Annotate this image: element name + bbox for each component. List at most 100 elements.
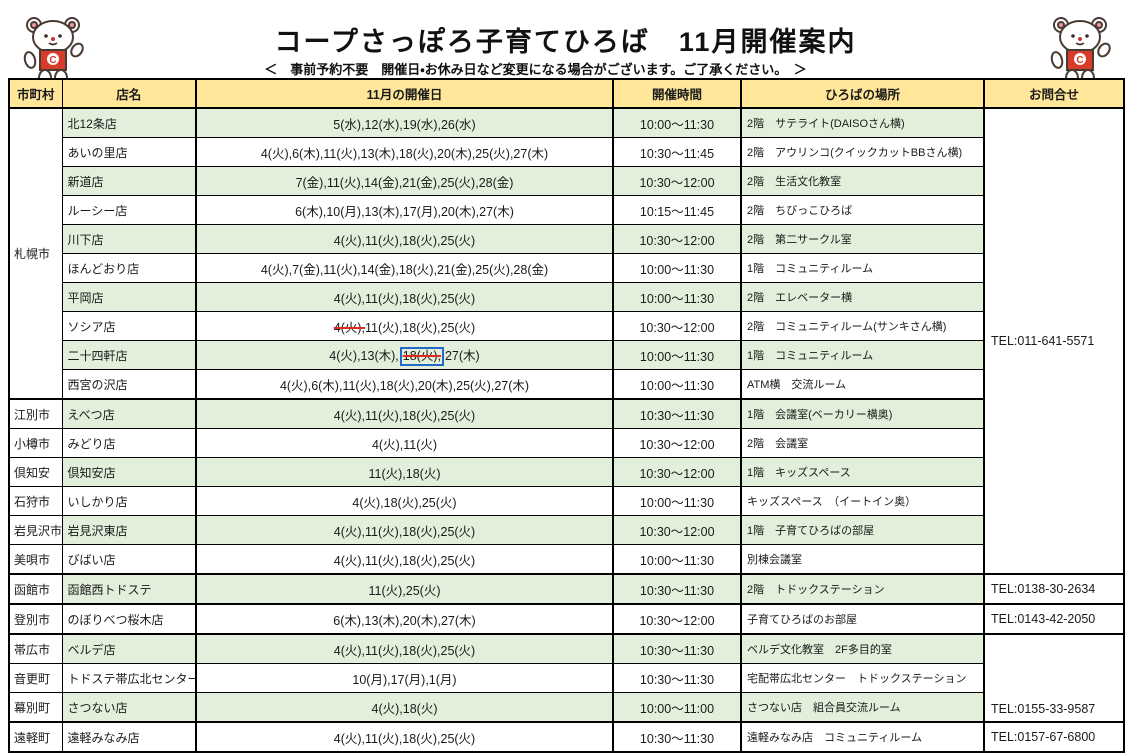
table-row: ソシア店 4(火),11(火),18(火),25(火) 10:30～12:00 2階 … <box>9 311 1124 341</box>
time-cell: 10:00～11:30 <box>612 253 742 283</box>
store-cell: ソシア店 <box>61 311 197 341</box>
place-cell: 2階 トドックステーション <box>740 573 985 605</box>
contact-cell: TEL:011-641-5571 <box>983 107 1125 575</box>
place-cell: 2階 会議室 <box>740 428 985 458</box>
city-cell: 函館市 <box>8 573 63 605</box>
store-cell: 二十四軒店 <box>61 340 197 370</box>
place-cell: 1階 コミュニティルーム <box>740 340 985 370</box>
time-cell: 10:30～11:30 <box>612 721 742 753</box>
time-cell: 10:30～12:00 <box>612 428 742 458</box>
city-cell: 石狩市 <box>8 486 63 516</box>
store-cell: えべつ店 <box>61 398 197 429</box>
place-cell: 2階 生活文化教室 <box>740 166 985 196</box>
dates-cell: 4(火),11(火),18(火),25(火) <box>195 398 614 429</box>
place-cell: 子育てひろばのお部屋 <box>740 603 985 635</box>
dates-cell: 4(火),18(火) <box>195 692 614 723</box>
table-header-row: 市町村 店名 11月の開催日 開催時間 ひろばの場所 お問合せ <box>8 78 1125 109</box>
place-cell: 1階 コミュニティルーム <box>740 253 985 283</box>
store-cell: のぼりべつ桜木店 <box>61 603 197 635</box>
date-text: 4(火),11(火),18(火),25(火) <box>333 524 476 539</box>
store-cell: ルーシー店 <box>61 195 197 225</box>
header-time: 開催時間 <box>612 78 742 109</box>
table-row: ほんどおり店 4(火),7(金),11(火),14(金),18(火),21(金),… <box>9 253 1124 283</box>
dates-cell: 4(火),11(火),18(火),25(火) <box>195 544 614 575</box>
time-cell: 10:30～12:00 <box>612 603 742 635</box>
store-cell: ベルデ店 <box>61 633 197 664</box>
table-row: 岩見沢市 岩見沢東店 4(火),11(火),18(火),25(火) 10:30～12:… <box>8 515 1124 545</box>
table-row: 遠軽町 遠軽みなみ店 4(火),11(火),18(火),25(火) 10:30～11:… <box>8 721 1125 753</box>
contact-cell: TEL:0157-67-6800 <box>983 721 1125 753</box>
schedule-table-body: 札幌市 北12条店 5(水),12(水),19(水),26(水) 10:00～11:3… <box>8 107 1125 753</box>
time-cell: 10:30～12:00 <box>612 515 742 545</box>
header-city: 市町村 <box>8 78 63 109</box>
time-cell: 10:30～12:00 <box>612 166 742 196</box>
contact-cell: TEL:0155-33-9587 <box>983 633 1125 723</box>
time-cell: 10:30～11:30 <box>612 663 742 693</box>
dates-cell: 4(火),11(火),18(火),25(火) <box>195 282 614 312</box>
date-text: 4(火),18(火),25(火) <box>352 495 457 510</box>
place-cell: 1階 キッズスペース <box>740 457 985 487</box>
contact-cell: TEL:0138-30-2634 <box>983 573 1125 605</box>
document-page: { "title": "コープさっぽろ子育てひろば 11月開催案内", "sub… <box>8 17 1125 753</box>
store-cell: 平岡店 <box>61 282 197 312</box>
time-cell: 10:15～11:45 <box>612 195 742 225</box>
city-cell: 江別市 <box>8 398 63 429</box>
date-text: 6(木),13(木),20(木),27(木) <box>333 613 476 628</box>
date-text: 4(火),11(火) <box>371 437 438 452</box>
place-cell: ベルデ文化教室 2F多目的室 <box>740 633 985 664</box>
dates-cell: 10(月),17(月),1(月) <box>195 663 614 693</box>
dates-cell: 4(火),11(火),18(火),25(火) <box>195 311 614 341</box>
annotation-box: 18(火), <box>399 346 444 366</box>
store-cell: びばい店 <box>61 544 197 575</box>
date-text: 4(火),6(木),11(火),13(木),18(火),20(木),25(火),… <box>260 146 549 161</box>
place-cell: ATM横 交流ルーム <box>740 369 985 400</box>
place-cell: キッズスペース （イートイン奥） <box>740 486 985 516</box>
svg-text:C: C <box>1076 55 1083 66</box>
place-cell: 2階 コミュニティルーム(サンキさん横) <box>740 311 985 341</box>
dates-cell: 4(火),11(火),18(火),25(火) <box>195 224 614 254</box>
date-text: 4(火),11(火),18(火),25(火) <box>333 291 476 306</box>
time-cell: 10:00～11:30 <box>612 282 742 312</box>
table-row: 函館市 函館西トドステ 11(火),25(火) 10:30～11:30 2階 トドックス… <box>8 573 1125 605</box>
date-text: 4(火),7(金),11(火),14(金),18(火),21(金),25(火),… <box>260 262 549 277</box>
time-cell: 10:30～11:30 <box>612 573 742 605</box>
store-cell: トドステ帯広北センター <box>61 663 197 693</box>
city-cell: 登別市 <box>8 603 63 635</box>
table-row: 二十四軒店 4(火),13(木), 18(火), 27(木) 10:00～11:30 1階… <box>9 340 1124 370</box>
store-cell: あいの里店 <box>61 137 197 167</box>
dates-cell: 6(木),13(木),20(木),27(木) <box>195 603 614 635</box>
place-cell: 宅配帯広北センター トドックステーション <box>740 663 985 693</box>
dates-cell: 5(水),12(水),19(水),26(水) <box>195 107 614 138</box>
store-cell: 遠軽みなみ店 <box>61 721 197 753</box>
place-cell: 別棟会議室 <box>740 544 985 575</box>
dates-cell: 7(金),11(火),14(金),21(金),25(火),28(金) <box>195 166 614 196</box>
city-cell: 倶知安 <box>8 457 63 487</box>
place-cell: 2階 第二サークル室 <box>740 224 985 254</box>
place-cell: 2階 サテライト(DAISOさん横) <box>740 107 985 138</box>
cancelled-date: 18(火), <box>402 348 441 363</box>
date-text: 4(火),11(火),18(火),25(火) <box>333 408 476 423</box>
time-cell: 10:00～11:30 <box>612 544 742 575</box>
dates-cell: 11(火),18(火) <box>195 457 614 487</box>
schedule-table: 市町村 店名 11月の開催日 開催時間 ひろばの場所 お問合せ 札幌市 北12条店… <box>8 78 1125 753</box>
place-cell: 2階 アウリンコ(クイックカットBBさん横) <box>740 137 985 167</box>
table-row: 倶知安 倶知安店 11(火),18(火) 10:30～12:00 1階 キッズスペース <box>8 457 1124 487</box>
date-text: 4(火),13(木), <box>329 348 399 363</box>
table-row: 美唄市 びばい店 4(火),11(火),18(火),25(火) 10:00～11:30… <box>8 544 1124 575</box>
dates-cell: 4(火),11(火),18(火),25(火) <box>195 515 614 545</box>
coop-bear-mascot-icon: C <box>23 17 84 95</box>
city-cell: 音更町 <box>8 663 63 693</box>
place-cell: 2階 ちびっこひろば <box>740 195 985 225</box>
city-cell: 岩見沢市 <box>8 515 63 545</box>
store-cell: 新道店 <box>61 166 197 196</box>
date-text: 5(水),12(水),19(水),26(水) <box>333 117 476 132</box>
cancelled-date: 4(火), <box>333 320 366 335</box>
table-row: 石狩市 いしかり店 4(火),18(火),25(火) 10:00～11:30 キッズスペ… <box>8 486 1124 516</box>
contact-cell: TEL:0143-42-2050 <box>983 603 1125 635</box>
store-cell: 川下店 <box>61 224 197 254</box>
dates-cell: 4(火),11(火) <box>195 428 614 458</box>
store-cell: 西宮の沢店 <box>61 369 197 400</box>
time-cell: 10:30～11:30 <box>612 398 742 429</box>
date-text: 11(火),25(火) <box>368 583 441 598</box>
store-cell: 函館西トドステ <box>61 573 197 605</box>
